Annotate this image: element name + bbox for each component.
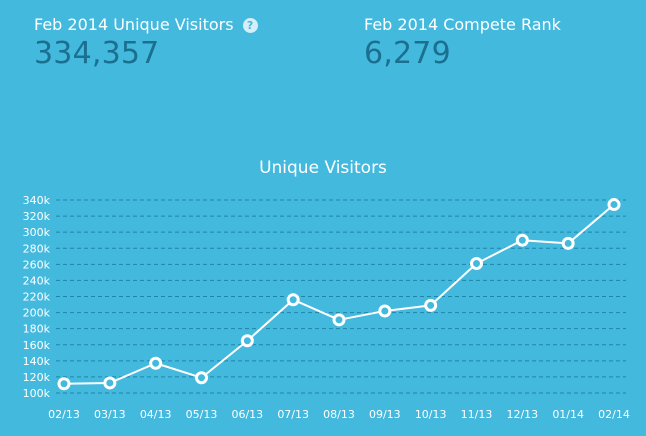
y-tick-label: 240k [23, 274, 51, 287]
unique-visitors-label-row: Feb 2014 Unique Visitors ? [34, 14, 258, 36]
y-tick-label: 260k [23, 258, 51, 271]
data-point [286, 293, 300, 307]
y-tick-label: 220k [23, 291, 51, 304]
y-tick-label: 340k [23, 194, 51, 207]
x-tick-label: 08/13 [323, 408, 355, 421]
x-tick-label: 05/13 [186, 408, 218, 421]
data-point [103, 376, 117, 390]
data-point [240, 334, 254, 348]
unique-visitors-stat: Feb 2014 Unique Visitors ? 334,357 [34, 14, 258, 72]
data-point [424, 298, 438, 312]
x-tick-label: 06/13 [231, 408, 263, 421]
y-tick-label: 140k [23, 355, 51, 368]
compete-rank-label-row: Feb 2014 Compete Rank [364, 14, 561, 36]
x-tick-label: 02/14 [598, 408, 630, 421]
data-point [378, 304, 392, 318]
data-point [149, 356, 163, 370]
x-tick-label: 01/14 [552, 408, 584, 421]
compete-rank-label: Feb 2014 Compete Rank [364, 15, 561, 34]
series-line [63, 203, 615, 385]
x-tick-label: 03/13 [94, 408, 126, 421]
y-tick-label: 180k [23, 323, 51, 336]
y-tick-label: 200k [23, 307, 51, 320]
x-tick-label: 02/13 [48, 408, 80, 421]
data-point [515, 233, 529, 247]
unique-visitors-label: Feb 2014 Unique Visitors [34, 15, 234, 34]
x-tick-label: 07/13 [277, 408, 309, 421]
data-point [607, 198, 621, 212]
data-point [561, 236, 575, 250]
y-tick-label: 160k [23, 339, 51, 352]
help-icon[interactable]: ? [242, 17, 258, 33]
chart-title: Unique Visitors [259, 158, 387, 178]
y-tick-label: 100k [23, 387, 51, 400]
compete-rank-value: 6,279 [364, 36, 451, 71]
y-tick-label: 280k [23, 242, 51, 255]
x-tick-label: 10/13 [415, 408, 447, 421]
data-point [332, 313, 346, 327]
x-tick-label: 11/13 [461, 408, 493, 421]
data-point [57, 377, 71, 391]
y-tick-label: 300k [23, 226, 51, 239]
data-point [470, 257, 483, 271]
unique-visitors-value: 334,357 [34, 36, 160, 71]
x-tick-label: 04/13 [140, 408, 172, 421]
x-tick-label: 12/13 [506, 408, 538, 421]
x-tick-label: 09/13 [369, 408, 401, 421]
y-tick-label: 120k [23, 371, 51, 384]
data-point [195, 371, 208, 385]
y-tick-label: 320k [23, 210, 51, 223]
compete-rank-stat: Feb 2014 Compete Rank 6,279 [364, 14, 561, 72]
